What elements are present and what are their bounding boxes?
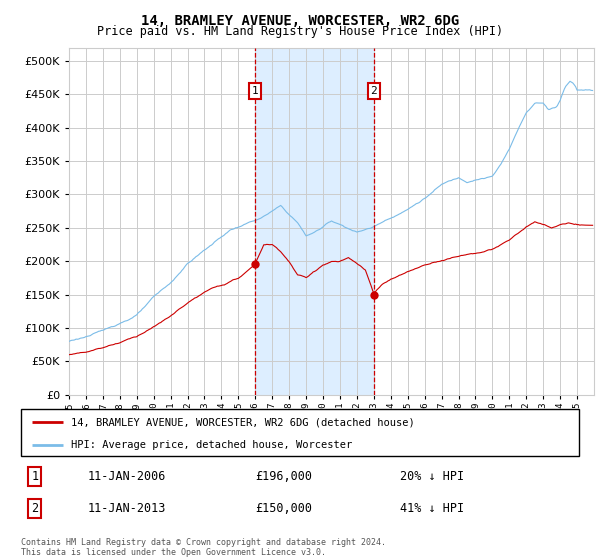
Text: 11-JAN-2006: 11-JAN-2006 — [88, 470, 166, 483]
Text: 14, BRAMLEY AVENUE, WORCESTER, WR2 6DG (detached house): 14, BRAMLEY AVENUE, WORCESTER, WR2 6DG (… — [71, 417, 415, 427]
Text: 14, BRAMLEY AVENUE, WORCESTER, WR2 6DG: 14, BRAMLEY AVENUE, WORCESTER, WR2 6DG — [141, 14, 459, 28]
Text: Price paid vs. HM Land Registry's House Price Index (HPI): Price paid vs. HM Land Registry's House … — [97, 25, 503, 38]
Text: £150,000: £150,000 — [256, 502, 313, 515]
Text: Contains HM Land Registry data © Crown copyright and database right 2024.
This d: Contains HM Land Registry data © Crown c… — [21, 538, 386, 557]
Text: 1: 1 — [31, 470, 38, 483]
Text: 1: 1 — [252, 86, 259, 96]
Text: HPI: Average price, detached house, Worcester: HPI: Average price, detached house, Worc… — [71, 440, 352, 450]
Text: 2: 2 — [370, 86, 377, 96]
Text: £196,000: £196,000 — [256, 470, 313, 483]
FancyBboxPatch shape — [21, 409, 579, 456]
Bar — [255, 48, 374, 395]
Text: 11-JAN-2013: 11-JAN-2013 — [88, 502, 166, 515]
Text: 2: 2 — [31, 502, 38, 515]
Text: 20% ↓ HPI: 20% ↓ HPI — [400, 470, 464, 483]
Text: 41% ↓ HPI: 41% ↓ HPI — [400, 502, 464, 515]
